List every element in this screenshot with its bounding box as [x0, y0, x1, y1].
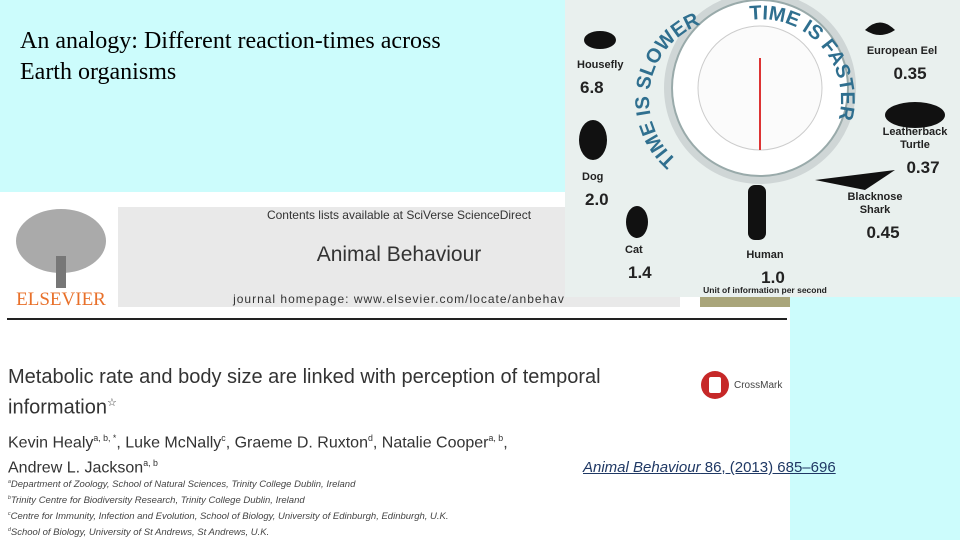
citation-details: 86, (2013) 685–696	[700, 459, 836, 476]
paper-title: Metabolic rate and body size are linked …	[8, 364, 601, 421]
animal-name: Shark	[860, 204, 891, 216]
animal-rate: 0.45	[866, 223, 899, 242]
cat-icon	[626, 206, 648, 238]
citation[interactable]: Animal Behaviour 86, (2013) 685–696	[583, 459, 836, 476]
author-name: , Luke McNally	[116, 434, 222, 452]
affil-letter: c	[8, 510, 11, 517]
affil-letter: d	[8, 526, 11, 533]
animal-rate: 0.37	[906, 158, 939, 177]
animal-name: Leatherback	[883, 126, 949, 138]
tree-trunk	[56, 256, 66, 288]
citation-journal: Animal Behaviour	[583, 459, 701, 476]
journal-name: Animal Behaviour	[316, 243, 482, 266]
human-icon	[748, 185, 766, 240]
affil-text: Department of Zoology, School of Natural…	[10, 479, 356, 491]
shark-icon	[815, 170, 895, 190]
title-line: An analogy: Different reaction-times acr…	[20, 28, 441, 54]
author-affil: a, b	[143, 458, 158, 469]
affil-text: Centre for Immunity, Infection and Evolu…	[10, 510, 449, 522]
eel-icon	[865, 22, 895, 35]
author-name: , Natalie Cooper	[372, 434, 489, 452]
paper-title-line: Metabolic rate and body size are linked …	[8, 366, 601, 388]
unit-label: Unit of information per second	[703, 285, 827, 295]
slide-title: An analogy: Different reaction-times acr…	[20, 26, 441, 88]
paper-title-line: information☆	[8, 390, 601, 421]
authors: Kevin Healya, b, *, Luke McNallyc, Graem…	[8, 428, 508, 479]
affil-text: School of Biology, University of St Andr…	[10, 526, 270, 538]
title-mark: ☆	[106, 397, 117, 409]
author-affil: d	[367, 433, 373, 443]
dog-icon	[579, 120, 607, 160]
animal-name: Housefly	[577, 59, 624, 71]
animal-rate: 1.0	[761, 268, 785, 287]
animal-name: Turtle	[900, 139, 930, 151]
homepage: journal homepage: www.elsevier.com/locat…	[233, 292, 565, 306]
animal-name: Blacknose	[847, 191, 902, 203]
author-line: Andrew L. Jacksona, b	[8, 453, 508, 478]
animal-name: Cat	[625, 244, 643, 256]
animal-name: European Eel	[867, 45, 937, 57]
animal-rate: 2.0	[585, 190, 609, 209]
author-line: Kevin Healya, b, *, Luke McNallyc, Graem…	[8, 428, 508, 453]
affiliation: bTrinity Centre for Biodiversity Researc…	[8, 492, 449, 508]
author-affil: a, b, *	[93, 433, 117, 443]
crossmark-bookmark	[709, 377, 721, 393]
author-name: Kevin Healy	[8, 434, 94, 452]
animal-rate: 6.8	[580, 78, 604, 97]
animal-name: Human	[746, 249, 784, 261]
affil-letter: a	[8, 479, 11, 485]
silhouettes	[579, 22, 945, 240]
animal-name: Dog	[582, 171, 603, 183]
elsevier-logo: ELSEVIER	[8, 206, 114, 310]
author-name: ,	[503, 434, 508, 452]
animal-rate: 0.35	[893, 64, 926, 83]
author-name: Andrew L. Jackson	[8, 459, 144, 477]
affiliation: cCentre for Immunity, Infection and Evol…	[8, 508, 449, 524]
infographic: TIME IS SLOWER TIME IS FASTER Housefly6.…	[565, 0, 960, 297]
animal-rate: 1.4	[628, 263, 652, 282]
fly-icon	[584, 31, 616, 49]
author-name: , Graeme D. Ruxton	[225, 434, 368, 452]
header-rule	[7, 318, 787, 320]
affiliation: dSchool of Biology, University of St And…	[8, 524, 449, 540]
author-affil: c	[221, 433, 226, 443]
affil-letter: b	[8, 494, 11, 501]
crossmark-icon	[701, 371, 729, 399]
affiliations: aDepartment of Zoology, School of Natura…	[8, 476, 449, 539]
affil-text: Trinity Centre for Biodiversity Research…	[10, 495, 305, 507]
affiliation: aDepartment of Zoology, School of Natura…	[8, 476, 449, 492]
turtle-icon	[885, 102, 945, 128]
paper-title-text: information	[8, 396, 107, 419]
crossmark[interactable]: CrossMark	[700, 368, 782, 402]
publisher: ELSEVIER	[16, 289, 106, 310]
crossmark-label: CrossMark	[734, 379, 783, 391]
author-affil: a, b	[488, 433, 504, 443]
tree-crown	[16, 209, 106, 273]
title-line: Earth organisms	[20, 59, 177, 85]
contents-line: Contents lists available at SciVerse Sci…	[266, 208, 532, 222]
